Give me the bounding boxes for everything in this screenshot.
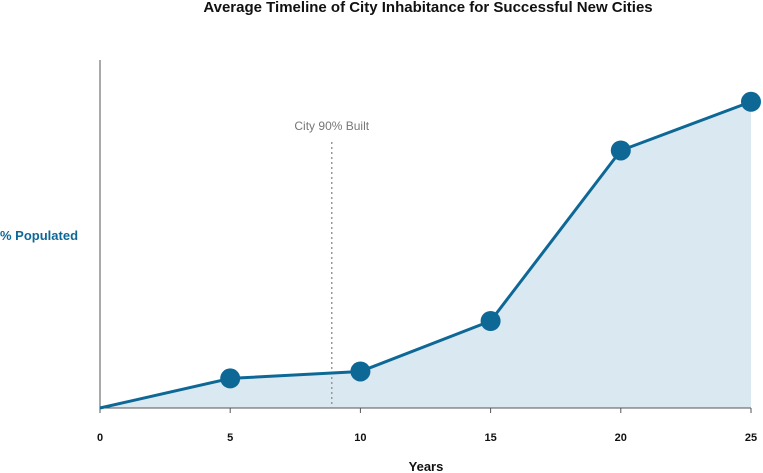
x-tick-label: 5	[227, 432, 233, 444]
data-point	[480, 311, 501, 331]
x-tick-label: 25	[745, 432, 757, 444]
x-axis-title: Years	[409, 459, 444, 473]
data-point	[350, 361, 371, 382]
data-point	[741, 91, 761, 112]
y-axis-label: % Populated	[0, 228, 79, 243]
data-point	[220, 368, 241, 389]
x-tick-label: 10	[354, 432, 366, 444]
x-tick-label: 0	[97, 432, 103, 444]
series-area	[100, 101, 751, 408]
x-tick-label: 20	[615, 432, 627, 444]
series-line	[99, 100, 752, 410]
x-tick-label: 15	[484, 432, 496, 444]
data-point	[610, 140, 631, 161]
chart-title: Average Timeline of City Inhabitance for…	[203, 0, 653, 16]
annotation-label: City 90% Built	[294, 119, 369, 133]
